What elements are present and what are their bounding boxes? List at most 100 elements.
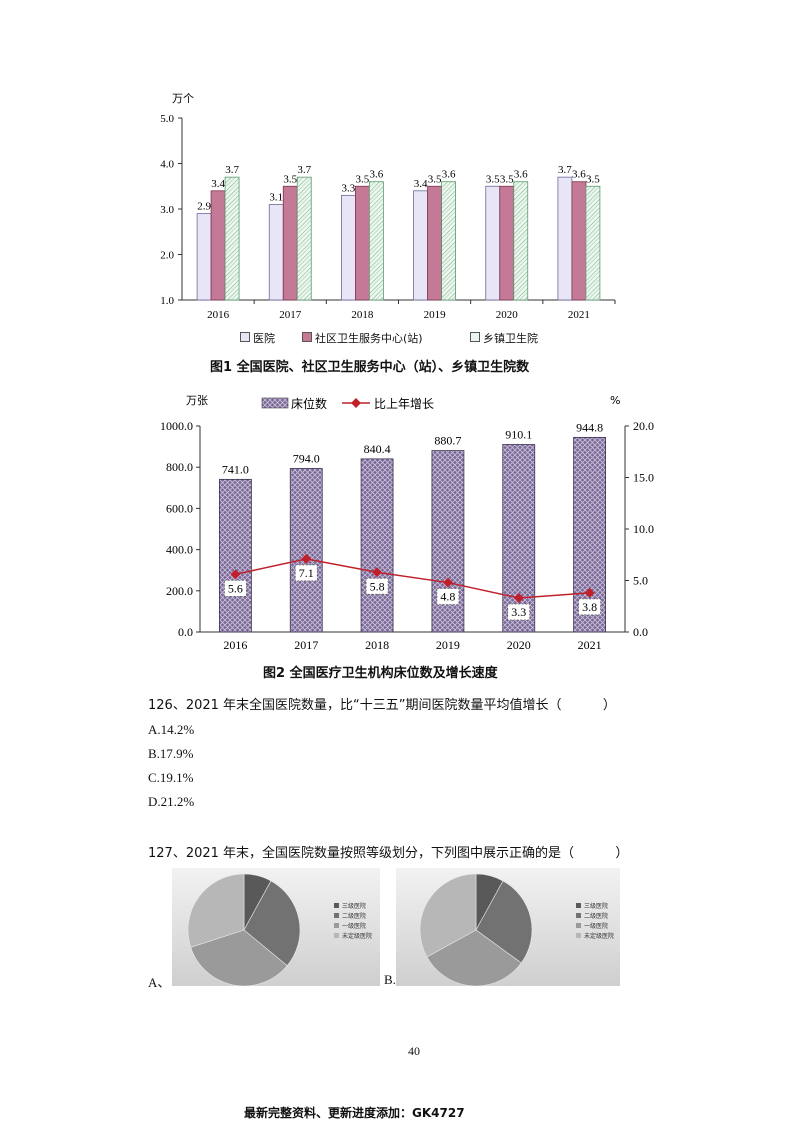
- bar-2016-2: [224, 176, 240, 301]
- fig2-legend: 床位数 比上年增长: [261, 396, 434, 411]
- pie-legend-swatch: [334, 923, 339, 928]
- bar-2018-0: [341, 194, 356, 301]
- legend-item-township: 乡镇卫生院: [470, 330, 538, 346]
- growth-marker-2019: [442, 577, 453, 588]
- bed-value-label: 794.0: [293, 451, 320, 465]
- pie-slice-0-2: [190, 929, 288, 987]
- pie-chart-a: 三级医院 二级医院 一级医院 未定级医院: [172, 868, 380, 987]
- growth-label-box: [365, 577, 389, 595]
- x-tick-label: 2016: [207, 309, 230, 321]
- bar-2017-2: [296, 176, 312, 301]
- y-tick-label: 1000.0: [160, 419, 193, 433]
- y2-tick-label: 20.0: [633, 419, 654, 433]
- pie-legend-label: 三级医院: [584, 902, 608, 910]
- bar-value-label: 3.4: [211, 178, 225, 190]
- x-tick-label: 2019: [424, 309, 447, 321]
- pie-legend-swatch: [576, 933, 581, 938]
- y2-tick-label: 0.0: [633, 625, 648, 639]
- pie-legend-label: 未定级医院: [584, 932, 614, 940]
- pie-legend-label: 二级医院: [584, 912, 608, 920]
- legend-label-growth: 比上年增长: [374, 397, 434, 411]
- pie-legend-swatch: [334, 903, 339, 908]
- growth-value-label: 7.1: [299, 566, 314, 580]
- legend-swatch: [240, 332, 250, 342]
- footer-note: 最新完整资料、更新进度添加：GK4727: [244, 1106, 465, 1120]
- bar-2019-1: [427, 185, 442, 301]
- bar-value-label: 3.5: [356, 173, 370, 185]
- x-tick-label: 2020: [507, 638, 531, 652]
- legend-swatch: [302, 332, 312, 342]
- bar-value-label: 3.7: [297, 164, 311, 176]
- x-tick-label: 2018: [351, 309, 374, 321]
- x-tick-label: 2018: [365, 638, 389, 652]
- pie-slice-1-3: [419, 873, 477, 958]
- growth-label-box: [578, 598, 601, 616]
- bed-bar-2020: [502, 444, 536, 633]
- legend-swatch: [470, 332, 480, 342]
- bed-bar-2018: [360, 458, 394, 633]
- bed-count-chart: 万张 % 床位数 比上年增长 0.0 200.0 400.0 600.0 800.0 10…: [160, 394, 654, 652]
- bar-2020-0: [485, 185, 501, 301]
- growth-value-label: 5.8: [370, 579, 385, 593]
- bed-bar-2017: [289, 468, 323, 633]
- fig1-unit-label: 万个: [172, 92, 194, 105]
- y-tick-label: 5.0: [160, 113, 174, 125]
- bar-2020-1: [499, 185, 515, 301]
- y2-tick-label: 15.0: [633, 471, 654, 485]
- bar-value-label: 3.6: [442, 169, 456, 181]
- y-tick-label: 3.0: [160, 204, 174, 216]
- legend-label: 医院: [253, 332, 275, 345]
- growth-value-label: 3.8: [582, 600, 597, 614]
- growth-value-label: 5.6: [228, 581, 243, 595]
- bar-value-label: 3.5: [283, 173, 297, 185]
- bed-bar-2016: [219, 478, 252, 633]
- bar-value-label: 3.5: [428, 173, 442, 185]
- x-tick-label: 2016: [223, 638, 247, 652]
- growth-label-box: [224, 579, 247, 597]
- bar-2020-2: [513, 181, 529, 301]
- y-tick-label: 200.0: [166, 584, 193, 598]
- fig2-left-unit: 万张: [186, 394, 208, 407]
- bar-value-label: 2.9: [197, 201, 211, 213]
- x-tick-label: 2017: [294, 638, 318, 652]
- pie-legend-label: 三级医院: [342, 902, 366, 910]
- legend-swatch-beds: [261, 397, 289, 409]
- legend-label-beds: 床位数: [291, 396, 327, 411]
- growth-label-box: [507, 603, 531, 621]
- bar-value-label: 3.5: [500, 173, 514, 185]
- bar-value-label: 3.5: [486, 173, 500, 185]
- bed-value-label: 944.8: [576, 420, 603, 434]
- bar-2021-1: [571, 181, 587, 301]
- bed-value-label: 741.0: [222, 462, 249, 476]
- bar-2017-0: [268, 204, 284, 301]
- y-tick-label: 400.0: [166, 543, 193, 557]
- bed-value-label: 880.7: [434, 434, 461, 448]
- bar-2016-0: [196, 213, 212, 301]
- bar-2017-1: [282, 185, 298, 301]
- option-d: D.21.2%: [148, 794, 195, 809]
- pie-legend-swatch: [576, 923, 581, 928]
- bar-2018-1: [355, 185, 370, 301]
- y-tick-label: 1.0: [160, 295, 174, 307]
- y-tick-label: 600.0: [166, 501, 193, 515]
- x-tick-label: 2019: [436, 638, 460, 652]
- bar-2021-2: [585, 185, 601, 301]
- fig1-caption: 图1 全国医院、社区卫生服务中心（站）、乡镇卫生院数: [210, 360, 530, 375]
- bar-2018-2: [369, 181, 384, 301]
- pie-slice-1-2: [426, 929, 522, 987]
- growth-line: [235, 558, 590, 599]
- bed-value-label: 840.4: [364, 442, 391, 456]
- bar-value-label: 3.7: [558, 164, 572, 176]
- pie-legend-label: 未定级医院: [342, 932, 372, 940]
- growth-label-box: [294, 564, 318, 582]
- bar-2021-0: [557, 176, 573, 301]
- option-a: A.14.2%: [148, 722, 195, 737]
- pie-legend-label: 一级医院: [342, 922, 366, 930]
- legend-marker-growth: [351, 398, 361, 408]
- y-tick-label: 0.0: [178, 625, 193, 639]
- fig2-right-unit: %: [610, 394, 620, 407]
- option-c: C.19.1%: [148, 770, 194, 785]
- bar-2019-0: [413, 190, 428, 301]
- pie-slice-0-3: [187, 873, 245, 948]
- hospital-count-chart: 万个 1.02.03.04.05.0 2.93.43.73.13.53.73.3…: [160, 92, 616, 321]
